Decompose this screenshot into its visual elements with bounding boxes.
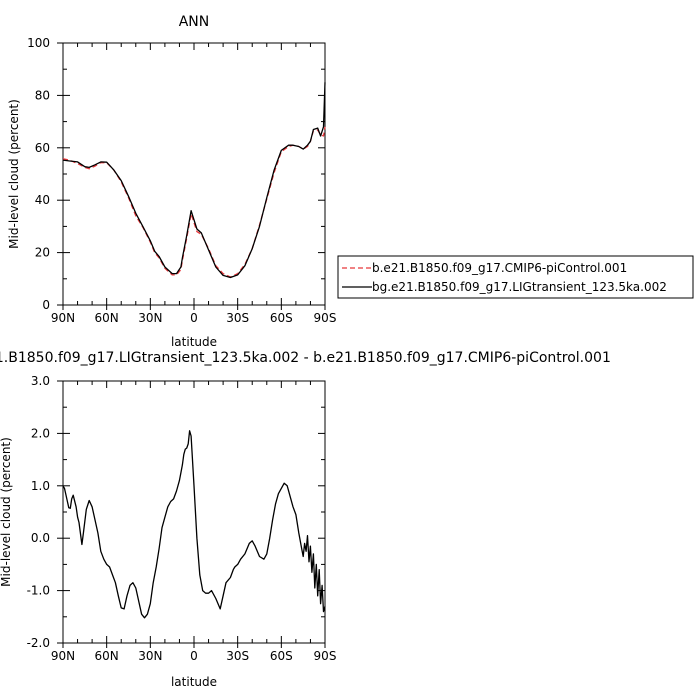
bottom-x-tick-label: 30N: [138, 649, 162, 663]
bottom-x-tick-label: 90S: [314, 649, 337, 663]
bottom-y-tick-label: 1.0: [31, 479, 50, 493]
bottom-panel: bg.e21.B1850.f09_g17.LIGtransient_123.5k…: [0, 350, 611, 689]
top-x-tick-label: 60S: [270, 311, 293, 325]
bottom-y-tick-label: -2.0: [27, 636, 50, 650]
top-y-tick-label: 40: [35, 193, 50, 207]
bottom-y-tick-label: 3.0: [31, 374, 50, 388]
bottom-ticks: 90N 60N 30N 0 30S 60S 90S -2.0 -1.0 0.0 1.0 2.0 3.0: [27, 374, 337, 663]
top-series-line-1: [62, 82, 326, 279]
top-x-tick-label: 0: [190, 311, 198, 325]
legend: b.e21.B1850.f09_g17.CMIP6-piControl.001 …: [337, 255, 694, 299]
top-ticks: 90N 60N 30N 0 30S 60S 90S 0 20 40 60 80 100: [27, 36, 336, 325]
top-series-group: [62, 82, 326, 279]
top-y-tick-label: 60: [35, 141, 50, 155]
bottom-y-axis-label: Mid-level cloud (percent): [0, 437, 13, 587]
bottom-chart-title: bg.e21.B1850.f09_g17.LIGtransient_123.5k…: [0, 350, 611, 366]
bottom-y-tick-label: 0.0: [31, 531, 50, 545]
top-y-axis-label: Mid-level cloud (percent): [7, 99, 21, 249]
top-y-tick-label: 20: [35, 246, 50, 260]
bottom-y-tick-label: -1.0: [27, 584, 50, 598]
top-y-tick-label: 0: [42, 298, 50, 312]
legend-label-LIGtransient: bg.e21.B1850.f09_g17.LIGtransient_123.5k…: [372, 280, 667, 294]
bottom-series-group: [62, 430, 326, 619]
top-y-tick-label: 100: [27, 36, 50, 50]
top-x-tick-label: 90S: [314, 311, 337, 325]
legend-label-piControl: b.e21.B1850.f09_g17.CMIP6-piControl.001: [372, 261, 627, 275]
bottom-x-tick-label: 30S: [226, 649, 249, 663]
top-plot-frame: [62, 42, 326, 306]
top-x-tick-label: 30N: [138, 311, 162, 325]
bottom-x-tick-label: 60N: [95, 649, 119, 663]
bottom-x-tick-label: 90N: [51, 649, 75, 663]
bottom-x-tick-label: 60S: [270, 649, 293, 663]
legend-box: [337, 255, 694, 299]
top-x-axis-label: latitude: [171, 335, 217, 349]
top-x-tick-label: 90N: [51, 311, 75, 325]
top-x-tick-label: 60N: [95, 311, 119, 325]
top-panel: ANN 90N 60N 30N 0 30S 60S 90S 0 20 40 60 80 100 lati…: [7, 14, 336, 349]
bottom-y-tick-label: 2.0: [31, 426, 50, 440]
bottom-x-tick-label: 0: [190, 649, 198, 663]
top-chart-title: ANN: [179, 14, 210, 30]
bottom-plot-frame: [62, 380, 326, 644]
top-x-tick-label: 30S: [226, 311, 249, 325]
top-series-line-0: [62, 126, 326, 278]
bottom-series-line-0: [62, 430, 326, 619]
bottom-x-axis-label: latitude: [171, 675, 217, 689]
top-y-tick-label: 80: [35, 88, 50, 102]
